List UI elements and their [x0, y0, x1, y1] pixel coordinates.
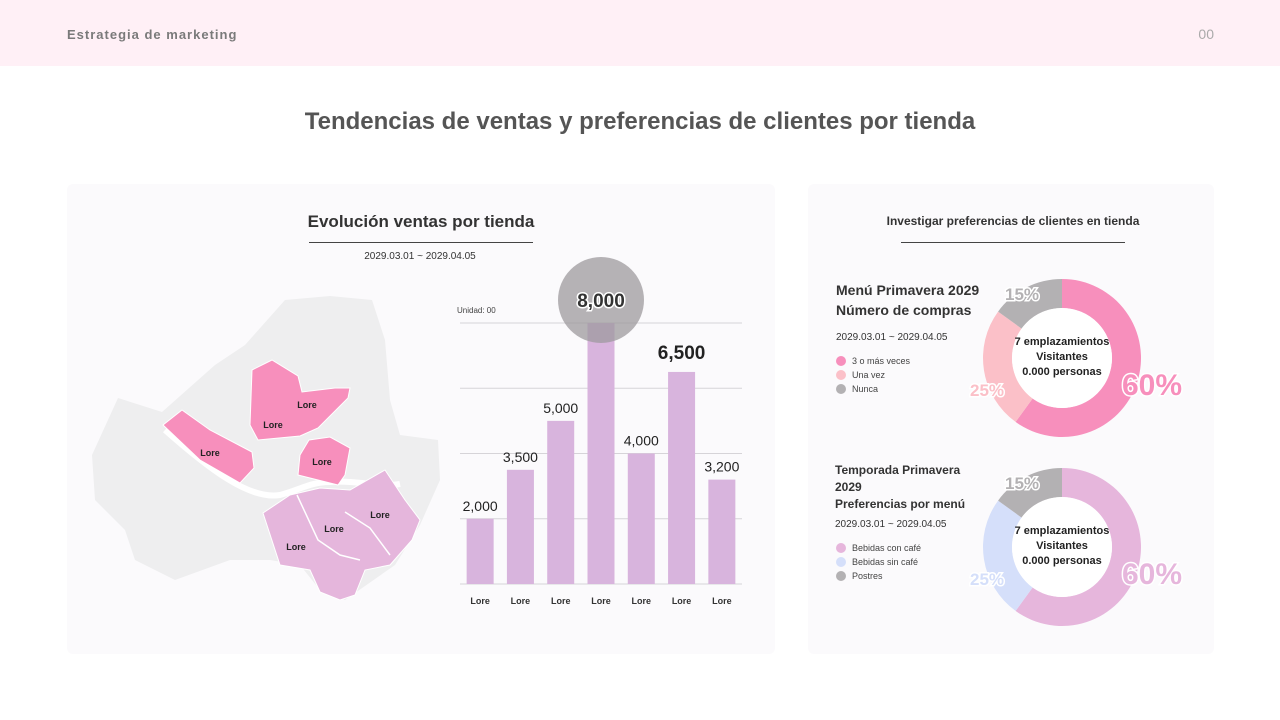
data-label: 2,000	[463, 498, 498, 514]
x-tick-label: Lore	[591, 596, 611, 606]
slice-value-label: 60%	[1122, 558, 1182, 591]
legend-item: Nunca	[836, 382, 878, 396]
x-tick-label: Lore	[632, 596, 652, 606]
title-line: Menú Primavera 2029	[836, 282, 980, 298]
legend-dot	[836, 543, 846, 553]
legend-label: Bebidas con café	[852, 543, 922, 553]
donut-slice	[1015, 279, 1141, 438]
title-line: Número de compras	[836, 302, 972, 318]
legend-dot	[836, 356, 846, 366]
page-title: Tendencias de ventas y preferencias de c…	[304, 108, 976, 135]
slice-value-label: 15%	[1005, 285, 1039, 304]
donut-center-text: 0.000 personas	[1022, 555, 1102, 567]
donut-hole	[1012, 497, 1112, 597]
slice-value-label: 60%	[1122, 369, 1182, 402]
legend-dot	[836, 370, 846, 380]
title-line: 2029	[835, 480, 862, 494]
map-label: Lore	[324, 524, 344, 534]
legend-item: Una vez	[836, 368, 885, 382]
data-label: 4,000	[624, 433, 659, 449]
donut-slice	[982, 311, 1033, 422]
district-north	[249, 359, 351, 441]
legend-label: Bebidas sin café	[852, 557, 919, 567]
x-tick-label: Lore	[551, 596, 571, 606]
legend-item: Bebidas sin café	[836, 555, 918, 569]
map-label: Lore	[200, 448, 220, 458]
donut-center-text: 0.000 personas	[1022, 366, 1102, 378]
district-west	[162, 409, 255, 484]
title-line: Preferencias por menú	[835, 497, 966, 511]
store-map: Lore Lore Lore Lore Lore Lore Lore	[92, 296, 440, 601]
page-number: 00	[1198, 26, 1214, 42]
divider	[309, 242, 533, 243]
x-tick-label: Lore	[672, 596, 692, 606]
divider	[901, 242, 1125, 243]
donut2-date: 2029.03.01 ~ 2029.04.05	[835, 519, 947, 530]
x-tick-label: Lore	[511, 596, 531, 606]
title-line: Temporada Primavera	[835, 463, 961, 477]
data-label: 3,500	[503, 449, 538, 465]
donut-slice	[998, 468, 1062, 518]
donut1-title: Menú Primavera 2029 Número de compras	[836, 280, 979, 320]
bar	[668, 371, 696, 584]
bar	[547, 420, 575, 584]
donut-center-text: Visitantes	[1036, 540, 1088, 552]
bar	[506, 469, 534, 584]
sales-title: Evolución ventas por tienda	[307, 212, 535, 231]
donut-slice	[982, 500, 1033, 611]
legend-label: 3 o más veces	[852, 356, 911, 366]
legend-item: Postres	[836, 569, 883, 583]
data-label: 3,200	[704, 459, 739, 475]
legend-label: Una vez	[852, 370, 886, 380]
x-tick-label: Lore	[712, 596, 732, 606]
slice-value-label: 25%	[970, 381, 1004, 400]
district-east	[297, 436, 351, 486]
bar	[587, 323, 615, 584]
map-label: Lore	[312, 457, 332, 467]
legend-dot	[836, 571, 846, 581]
bar	[466, 518, 494, 584]
legend-item: 3 o más veces	[836, 354, 910, 368]
donut-hole	[1012, 308, 1112, 408]
preferences-title: Investigar preferencias de clientes en t…	[886, 214, 1140, 228]
map-label: Lore	[263, 420, 283, 430]
header: Estrategia de marketing 00	[0, 0, 1280, 66]
bar	[708, 479, 736, 584]
slice-value-label: 25%	[970, 570, 1004, 589]
header-title: Estrategia de marketing	[67, 27, 238, 42]
map-label: Lore	[370, 510, 390, 520]
legend-label: Nunca	[852, 384, 879, 394]
donut-slice	[998, 279, 1062, 329]
legend-dot	[836, 557, 846, 567]
legend-item: Bebidas con café	[836, 541, 921, 555]
donut2-title: Temporada Primavera 2029 Preferencias po…	[835, 462, 965, 513]
donut1-date: 2029.03.01 ~ 2029.04.05	[836, 332, 948, 343]
donut-chart-purchases: 60% 25% 15% 7 emplazamientos Visitantes 0.000…	[968, 279, 1184, 438]
slice-value-label: 15%	[1005, 474, 1039, 493]
donut-slice	[1015, 468, 1141, 626]
x-tick-label: Lore	[470, 596, 490, 606]
map-label: Lore	[297, 400, 317, 410]
date-range: 2029.03.01 ~ 2029.04.05	[364, 251, 476, 262]
donut-center-text: 7 emplazamientos	[1015, 336, 1110, 348]
bar	[627, 453, 655, 584]
data-label: 6,500	[658, 343, 706, 364]
district-south	[262, 469, 421, 601]
legend-label: Postres	[852, 571, 883, 581]
donut-center-text: 7 emplazamientos	[1015, 525, 1110, 537]
legend-dot	[836, 384, 846, 394]
unit-label: Unidad: 00	[457, 306, 496, 315]
data-label: 5,000	[543, 400, 578, 416]
map-label: Lore	[286, 542, 306, 552]
data-label: 8,000	[577, 291, 625, 312]
donut-center-text: Visitantes	[1036, 351, 1088, 363]
highlight-circle	[558, 257, 644, 343]
bar-chart: Lore 2,000 Lore 3,500 Lore 5,000 Lore 8,000 Lore…	[460, 257, 742, 606]
donut-chart-menu: 60% 25% 15% 7 emplazamientos Visitantes 0.000…	[968, 468, 1184, 626]
